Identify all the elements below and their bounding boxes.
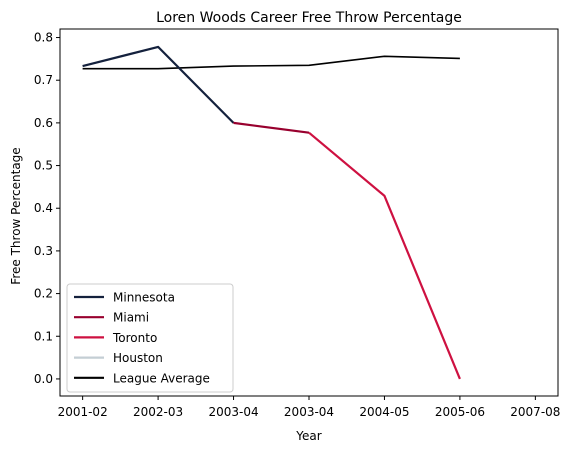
- y-tick-label: 0.6: [34, 116, 53, 130]
- x-tick-label: 2002-03: [133, 405, 183, 419]
- x-axis-label: Year: [295, 429, 321, 443]
- series-line-league-average: [82, 55, 460, 70]
- x-tick-label: 2004-05: [359, 405, 409, 419]
- x-tick-label: 2005-06: [435, 405, 485, 419]
- y-tick-label: 0.8: [34, 31, 53, 45]
- legend-label-league-average: League Average: [113, 371, 210, 385]
- legend-box: [66, 283, 234, 393]
- y-tick-label: 0.5: [34, 159, 53, 173]
- legend: Minnesota Miami Toronto Houston League Avera…: [66, 283, 234, 393]
- axis-ticks: 0.0 0.1 0.2 0.3 0.4 0.5 0.6 0.7 0.8 2001-02 2002-0…: [34, 31, 561, 419]
- legend-label-toronto: Toronto: [112, 331, 157, 345]
- y-tick-label: 0.7: [34, 73, 53, 87]
- x-tick-label: 2003-04: [284, 405, 334, 419]
- legend-label-houston: Houston: [113, 351, 163, 365]
- plot-frame: [59, 28, 559, 397]
- y-tick-label: 0.3: [34, 244, 53, 258]
- x-tick-label: 2001-02: [58, 405, 108, 419]
- y-axis-label: Free Throw Percentage: [9, 147, 23, 284]
- y-tick-label: 0.1: [34, 329, 53, 343]
- series-lines: [82, 45, 461, 380]
- y-tick-label: 0.0: [34, 372, 53, 386]
- series-line-toronto: [308, 131, 461, 380]
- y-tick-label: 0.4: [34, 201, 53, 215]
- series-line-minnesota: [82, 45, 235, 124]
- chart-title: Loren Woods Career Free Throw Percentage: [156, 10, 462, 26]
- x-tick-label: 2007-08: [510, 405, 560, 419]
- y-tick-label: 0.2: [34, 287, 53, 301]
- x-tick-label: 2003-04: [208, 405, 258, 419]
- legend-label-minnesota: Minnesota: [113, 291, 175, 305]
- series-line-miami: [233, 121, 310, 134]
- legend-label-miami: Miami: [113, 311, 149, 325]
